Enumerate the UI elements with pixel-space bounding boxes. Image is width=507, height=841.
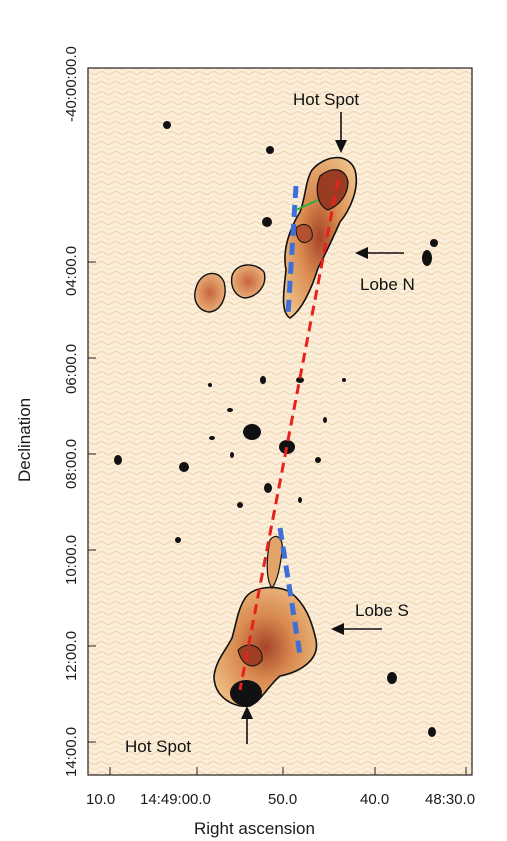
hot-spot-north-arrowhead (335, 140, 347, 153)
x-tick-label: 40.0 (360, 791, 389, 808)
source-axis-lines (238, 179, 340, 691)
red-axis-line (238, 179, 340, 691)
central-source (342, 378, 346, 382)
hot-spot-south-label: Hot Spot (125, 737, 191, 756)
central-source (266, 146, 274, 154)
central-source (243, 424, 261, 440)
central-source (208, 383, 212, 387)
hot-spot-south-arrowhead (241, 706, 253, 719)
central-source (323, 417, 327, 423)
central-source (179, 462, 189, 472)
annotations: Hot Spot Lobe N Lobe S Hot Spot (125, 90, 415, 756)
south-lobe-emission (213, 586, 318, 707)
y-axis (88, 67, 96, 743)
central-source (175, 537, 181, 543)
y-tick-label: 08:00.0 (63, 439, 80, 489)
south-lobe-tail (266, 535, 283, 590)
lobe-north-arrowhead (355, 247, 368, 259)
central-source (260, 376, 266, 384)
central-source (296, 377, 304, 383)
north-hot-spot-core (316, 169, 349, 211)
central-source (387, 672, 397, 684)
lobe-south-label: Lobe S (355, 601, 409, 620)
central-source (209, 436, 215, 440)
central-source (230, 452, 234, 458)
x-axis-title: Right ascension (194, 819, 315, 838)
map-panel: Hot Spot Lobe N Lobe S Hot Spot (87, 67, 473, 776)
y-tick-labels: -40:00:00.0 04:00.0 06:00.0 08:00.0 10:0… (63, 46, 80, 777)
central-source (114, 455, 122, 465)
south-hot-spot-core (230, 680, 262, 706)
x-tick-labels: 10.0 14:49:00.0 50.0 40.0 48:30.0 (86, 791, 475, 808)
y-tick-label: 10:00.0 (63, 535, 80, 585)
central-source (227, 408, 233, 412)
south-lobe (213, 535, 318, 707)
central-source (163, 121, 171, 129)
y-tick-label: -40:00:00.0 (63, 46, 80, 122)
central-source (262, 217, 272, 227)
lobe-north-label: Lobe N (360, 275, 415, 294)
central-sources (114, 121, 438, 737)
central-source (422, 250, 432, 266)
blue-south-line (277, 527, 303, 656)
map-frame (87, 67, 473, 776)
north-lobe-knot (295, 223, 313, 244)
central-source (298, 497, 302, 503)
y-tick-label: 14:00.0 (63, 727, 80, 777)
central-source (264, 483, 272, 493)
western-sources (194, 264, 266, 313)
central-source (430, 239, 438, 247)
central-source (315, 457, 321, 463)
blue-north-line (285, 185, 299, 316)
west-source-2 (230, 264, 266, 299)
central-source (237, 502, 243, 508)
y-tick-label: 04:00.0 (63, 246, 80, 296)
y-axis-title: Declination (15, 398, 34, 482)
hot-spot-north-label: Hot Spot (293, 90, 359, 109)
lobe-south-arrowhead (331, 623, 344, 635)
green-marker-line (295, 199, 319, 211)
x-tick-label: 10.0 (86, 791, 115, 808)
central-source (428, 727, 436, 737)
x-axis (109, 767, 467, 775)
y-tick-label: 06:00.0 (63, 344, 80, 394)
north-lobe (282, 156, 358, 319)
x-tick-label: 14:49:00.0 (140, 791, 211, 808)
x-tick-label: 48:30.0 (425, 791, 475, 808)
central-source (279, 440, 295, 454)
y-tick-label: 12:00.0 (63, 631, 80, 681)
x-tick-label: 50.0 (268, 791, 297, 808)
west-source-1 (194, 272, 226, 313)
